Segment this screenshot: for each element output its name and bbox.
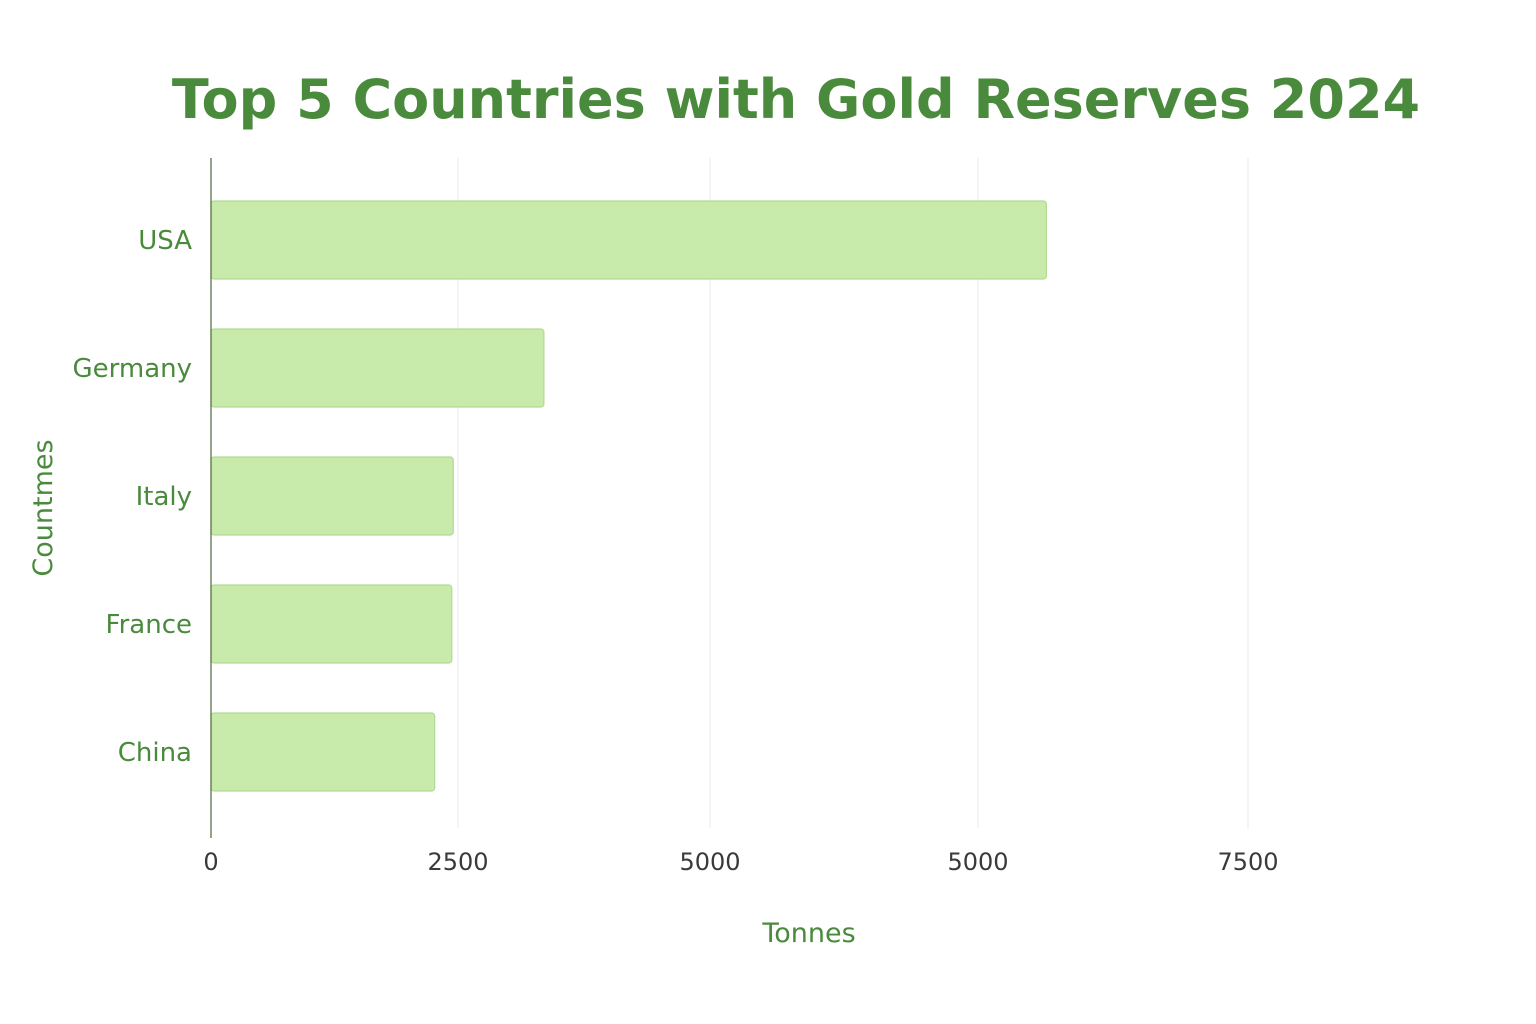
x-tick-label: 5000	[679, 848, 740, 876]
x-tick-label: 5000	[947, 848, 1008, 876]
x-tick-labels: 0 2500 5000 5000 7500	[203, 848, 1278, 876]
bar-italy	[210, 456, 454, 536]
x-axis-title: Tonnes	[761, 918, 855, 949]
category-label-usa: USA	[138, 226, 192, 256]
chart-title: Top 5 Countries with Gold Reserves 2024	[172, 68, 1420, 131]
category-label-france: France	[106, 610, 192, 640]
x-tick-label: 7500	[1217, 848, 1278, 876]
x-tick-label: 0	[203, 848, 218, 876]
bar-germany	[210, 328, 545, 408]
category-label-italy: Italy	[136, 482, 192, 512]
bars	[210, 200, 1047, 792]
bar-usa	[210, 200, 1047, 280]
bar-china	[210, 712, 436, 792]
bar-france	[210, 584, 453, 664]
category-labels: USA Germany Italy France China	[72, 226, 192, 768]
x-tick-label: 2500	[427, 848, 488, 876]
category-label-china: China	[118, 738, 192, 768]
category-label-germany: Germany	[72, 354, 192, 384]
y-axis-title: Countmes	[28, 439, 59, 576]
